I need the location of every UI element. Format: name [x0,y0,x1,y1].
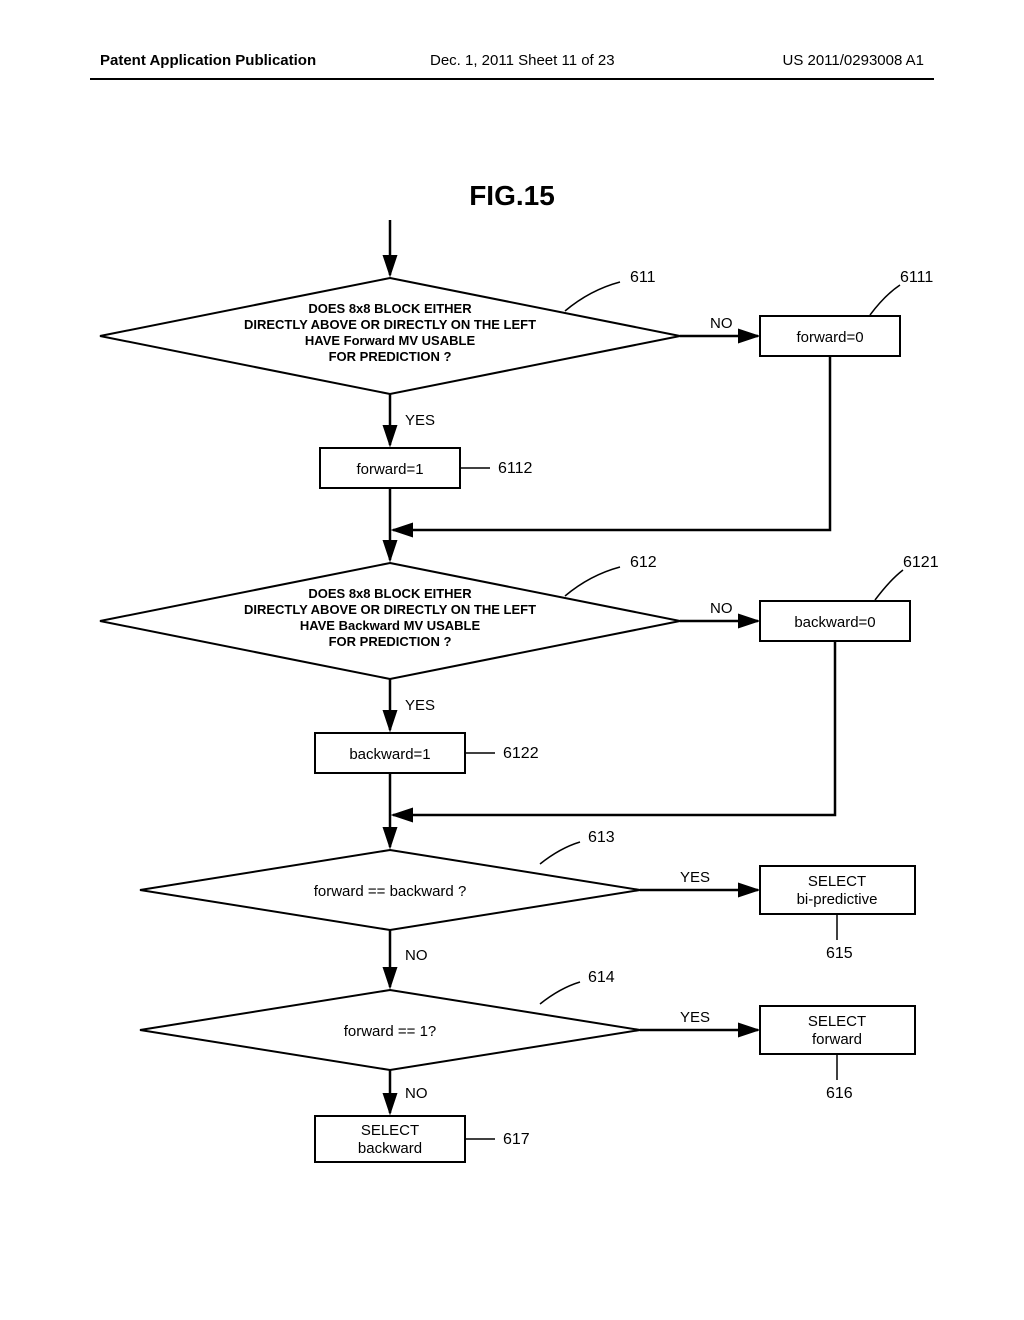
edge-6121-merge [393,641,835,815]
t-617-1: SELECT [361,1122,419,1139]
lbl-611-no: NO [710,315,733,332]
t-616-2: forward [812,1031,862,1048]
leader-6111 [870,285,900,315]
leader-611 [565,282,620,311]
t-6112: forward=1 [356,461,423,478]
ref-617: 617 [503,1131,530,1148]
lbl-613-no: NO [405,947,428,964]
lbl-614-yes: YES [680,1009,710,1026]
leader-612 [565,567,620,596]
t-616-1: SELECT [808,1013,866,1030]
t-617-2: backward [358,1140,422,1157]
lbl-613-yes: YES [680,869,710,886]
t-6111: forward=0 [796,329,863,346]
d614-t: forward == 1? [344,1023,437,1040]
ref-614: 614 [588,969,615,986]
lbl-611-yes: YES [405,412,435,429]
ref-6121: 6121 [903,554,939,571]
ref-613: 613 [588,829,615,846]
ref-612: 612 [630,554,657,571]
d612-l3: HAVE Backward MV USABLE [300,618,481,633]
leader-613 [540,842,580,864]
d611-l4: FOR PREDICTION ? [329,349,452,364]
ref-6112: 6112 [498,460,533,477]
d611-l1: DOES 8x8 BLOCK EITHER [308,301,472,316]
lbl-612-no: NO [710,600,733,617]
d612-l4: FOR PREDICTION ? [329,634,452,649]
ref-615: 615 [826,945,853,962]
ref-6111: 6111 [900,269,933,286]
t-615-1: SELECT [808,873,866,890]
lbl-612-yes: YES [405,697,435,714]
flowchart: DOES 8x8 BLOCK EITHER DIRECTLY ABOVE OR … [0,0,1024,1320]
d611-l3: HAVE Forward MV USABLE [305,333,476,348]
leader-614 [540,982,580,1004]
edge-6111-merge [393,356,830,530]
t-6122: backward=1 [349,746,430,763]
ref-611: 611 [630,269,656,286]
t-615-2: bi-predictive [797,891,878,908]
t-6121: backward=0 [794,614,875,631]
d612-l2: DIRECTLY ABOVE OR DIRECTLY ON THE LEFT [244,602,536,617]
ref-6122: 6122 [503,745,539,762]
d613-t: forward == backward ? [314,883,467,900]
ref-616: 616 [826,1085,853,1102]
d611-l2: DIRECTLY ABOVE OR DIRECTLY ON THE LEFT [244,317,536,332]
lbl-614-no: NO [405,1085,428,1102]
d612-l1: DOES 8x8 BLOCK EITHER [308,586,472,601]
leader-6121 [875,570,903,600]
